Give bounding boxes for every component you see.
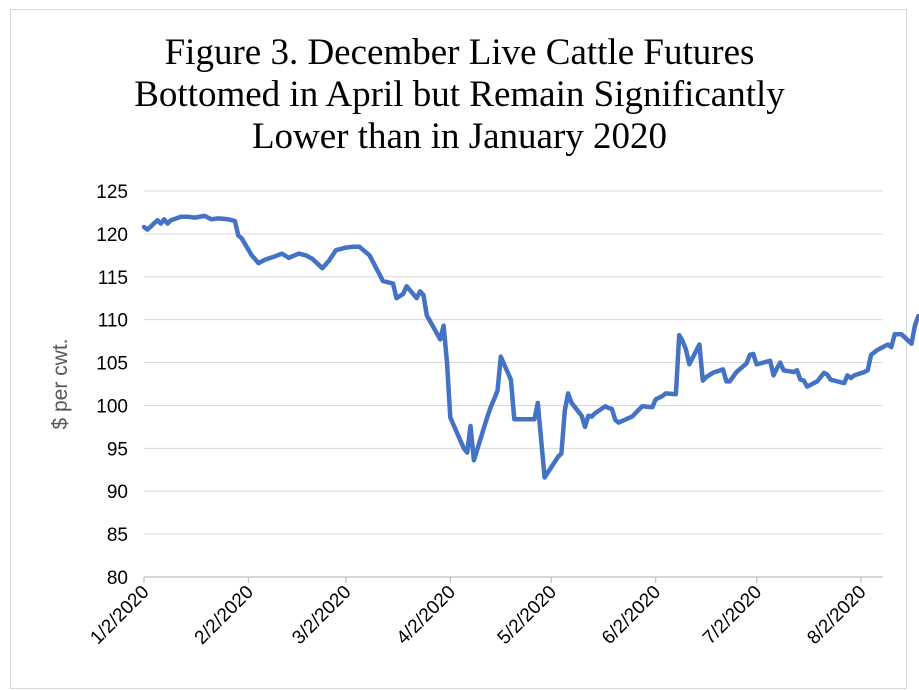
x-tick-label: 4/2/2020 — [393, 582, 460, 649]
chart-title-line-1: Figure 3. December Live Cattle Futures — [164, 32, 755, 73]
y-tick-label: 90 — [107, 482, 128, 503]
x-tick-label: 5/2/2020 — [494, 582, 561, 649]
x-tick-label: 1/2/2020 — [86, 582, 153, 649]
x-tick-label: 6/2/2020 — [598, 582, 665, 649]
y-tick-label: 85 — [107, 525, 128, 546]
y-tick-label: 95 — [107, 439, 128, 460]
y-tick-label: 80 — [107, 568, 128, 589]
chart-title-line-3: Lower than in January 2020 — [251, 116, 668, 157]
x-axis-ticks: 1/2/2020 2/2/2020 3/2/2020 4/2/2020 5/2/2020… — [86, 582, 870, 649]
y-tick-label: 115 — [98, 268, 128, 289]
y-tick-label: 120 — [96, 225, 128, 246]
series-group — [141, 213, 919, 480]
y-axis-label: $ per cwt. — [49, 338, 72, 429]
y-tick-label: 100 — [96, 396, 128, 417]
x-tick-label: 7/2/2020 — [699, 582, 766, 649]
y-axis-ticks: 80 85 90 95 100 105 110 115 120 125 — [96, 182, 128, 589]
series-line — [141, 213, 919, 480]
chart-frame — [10, 9, 907, 689]
x-tick-label: 8/2/2020 — [803, 582, 870, 649]
y-tick-label: 110 — [98, 311, 128, 332]
y-tick-label: 105 — [96, 354, 128, 375]
x-axis — [143, 576, 883, 583]
x-tick-label: 2/2/2020 — [191, 582, 258, 649]
chart-title-line-2: Bottomed in April but Remain Significant… — [134, 74, 785, 115]
y-tick-label: 125 — [96, 182, 128, 203]
chart-title: Figure 3. December Live Cattle Futures B… — [0, 32, 919, 158]
x-tick-label: 3/2/2020 — [288, 582, 355, 649]
